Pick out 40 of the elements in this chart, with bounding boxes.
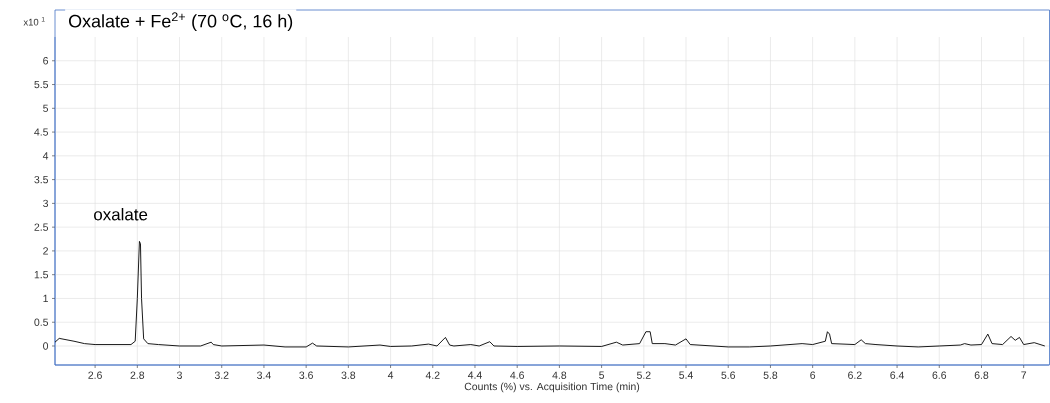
annotation: oxalate [94, 208, 148, 221]
x-tick-label: 6.8 [974, 371, 989, 379]
x-tick-label: 4.6 [510, 371, 524, 379]
y-tick-label: 2 [43, 247, 48, 255]
x-tick-label: 2.8 [130, 371, 145, 379]
x-tick-label: 5.4 [679, 371, 693, 379]
x-tick-label: 3.6 [299, 371, 313, 379]
x-tick-label: 6.6 [932, 371, 947, 379]
x-tick-label: 5.6 [721, 371, 736, 379]
y-tick-label: 4 [42, 152, 49, 160]
x-tick-label: 2.6 [88, 371, 102, 379]
x-tick-label: 3.8 [341, 371, 356, 379]
x-tick-label: 6.4 [890, 371, 905, 379]
x-tick-label: 6 [810, 371, 816, 379]
y-tick-label: 2.5 [34, 223, 49, 231]
x-axis-title: Counts (%) vs. Acquisition Time (min) [464, 382, 640, 393]
x-tick-label: 5.2 [636, 371, 651, 379]
x-tick-label: 4.8 [552, 371, 567, 379]
x-tick-label: 3 [177, 371, 182, 379]
y-tick-label: 0 [43, 342, 49, 350]
x-tick-label: 4 [387, 371, 394, 379]
y-tick-label: 3.5 [34, 175, 49, 184]
y-tick-label: 5.5 [34, 80, 49, 89]
x-tick-label: 4.2 [425, 371, 440, 379]
x-tick-label: 5 [599, 371, 605, 379]
chart-title: Oxalate + Fe$^{2+}$ (70 $^{o}$C, 16 h) [68, 12, 293, 32]
x-tick-label: 6.2 [848, 371, 862, 379]
y-axis-title: x10 $^{1}$ [23, 17, 45, 26]
y-tick-label: 0.5 [34, 318, 49, 326]
x-tick-label: 3.4 [257, 371, 271, 379]
y-tick-label: 6 [43, 57, 49, 65]
y-tick-label: 4.5 [34, 128, 49, 136]
y-tick-label: 3 [43, 199, 49, 208]
x-tick-label: 5.8 [763, 371, 778, 379]
x-tick-label: 7 [1021, 371, 1027, 379]
x-tick-label: 4.4 [467, 371, 482, 379]
y-tick-label: 1.5 [34, 271, 49, 279]
x-tick-label: 3.2 [214, 371, 229, 379]
y-tick-label: 1 [43, 294, 48, 303]
y-tick-label: 5 [43, 104, 49, 112]
